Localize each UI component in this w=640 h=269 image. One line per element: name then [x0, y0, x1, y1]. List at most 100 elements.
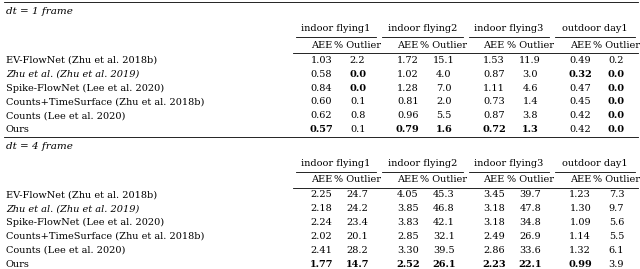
Text: 3.0: 3.0	[522, 70, 538, 79]
Text: 1.53: 1.53	[483, 56, 505, 65]
Text: AEE: AEE	[397, 41, 419, 50]
Text: 3.30: 3.30	[397, 246, 419, 255]
Text: 14.7: 14.7	[346, 260, 369, 269]
Text: 0.57: 0.57	[310, 125, 333, 134]
Text: 1.72: 1.72	[397, 56, 419, 65]
Text: 24.7: 24.7	[347, 190, 369, 199]
Text: AEE: AEE	[311, 175, 332, 184]
Text: 47.8: 47.8	[519, 204, 541, 213]
Text: 0.1: 0.1	[350, 125, 365, 134]
Text: 45.3: 45.3	[433, 190, 455, 199]
Text: 4.6: 4.6	[522, 84, 538, 93]
Text: 2.23: 2.23	[482, 260, 506, 269]
Text: 1.14: 1.14	[569, 232, 591, 241]
Text: 3.18: 3.18	[483, 218, 505, 227]
Text: 1.02: 1.02	[397, 70, 419, 79]
Text: 5.5: 5.5	[436, 111, 452, 121]
Text: 2.24: 2.24	[310, 218, 332, 227]
Text: AEE: AEE	[483, 41, 504, 50]
Text: indoor flying2: indoor flying2	[388, 24, 457, 33]
Text: AEE: AEE	[483, 175, 504, 184]
Text: indoor flying2: indoor flying2	[388, 159, 457, 168]
Text: 4.0: 4.0	[436, 70, 452, 79]
Text: 26.1: 26.1	[432, 260, 456, 269]
Text: 0.0: 0.0	[349, 84, 366, 93]
Text: 0.2: 0.2	[609, 56, 624, 65]
Text: % Outlier: % Outlier	[420, 175, 467, 184]
Text: Ours: Ours	[6, 125, 30, 134]
Text: 2.49: 2.49	[483, 232, 505, 241]
Text: 0.0: 0.0	[349, 70, 366, 79]
Text: Counts+TimeSurface (Zhu et al. 2018b): Counts+TimeSurface (Zhu et al. 2018b)	[6, 97, 204, 107]
Text: 1.11: 1.11	[483, 84, 505, 93]
Text: 0.81: 0.81	[397, 97, 419, 107]
Text: 42.1: 42.1	[433, 218, 455, 227]
Text: 0.49: 0.49	[570, 56, 591, 65]
Text: 11.9: 11.9	[519, 56, 541, 65]
Text: 32.1: 32.1	[433, 232, 455, 241]
Text: % Outlier: % Outlier	[334, 175, 381, 184]
Text: 1.30: 1.30	[570, 204, 591, 213]
Text: % Outlier: % Outlier	[593, 175, 640, 184]
Text: 7.3: 7.3	[609, 190, 624, 199]
Text: 0.99: 0.99	[568, 260, 592, 269]
Text: 3.8: 3.8	[522, 111, 538, 121]
Text: Counts (Lee et al. 2020): Counts (Lee et al. 2020)	[6, 246, 125, 255]
Text: 28.2: 28.2	[347, 246, 369, 255]
Text: 3.45: 3.45	[483, 190, 505, 199]
Text: 0.0: 0.0	[608, 84, 625, 93]
Text: 5.5: 5.5	[609, 232, 624, 241]
Text: 26.9: 26.9	[520, 232, 541, 241]
Text: outdoor day1: outdoor day1	[562, 159, 628, 168]
Text: 0.87: 0.87	[483, 70, 505, 79]
Text: Ours: Ours	[6, 260, 30, 269]
Text: 0.73: 0.73	[483, 97, 505, 107]
Text: 2.0: 2.0	[436, 97, 452, 107]
Text: EV-FlowNet (Zhu et al. 2018b): EV-FlowNet (Zhu et al. 2018b)	[6, 190, 157, 199]
Text: 0.8: 0.8	[350, 111, 365, 121]
Text: 0.0: 0.0	[608, 97, 625, 107]
Text: Zhu et al. (Zhu et al. 2019): Zhu et al. (Zhu et al. 2019)	[6, 70, 140, 79]
Text: 1.4: 1.4	[522, 97, 538, 107]
Text: indoor flying1: indoor flying1	[301, 24, 371, 33]
Text: 0.62: 0.62	[310, 111, 332, 121]
Text: Counts (Lee et al. 2020): Counts (Lee et al. 2020)	[6, 111, 125, 121]
Text: EV-FlowNet (Zhu et al. 2018b): EV-FlowNet (Zhu et al. 2018b)	[6, 56, 157, 65]
Text: 3.85: 3.85	[397, 204, 419, 213]
Text: 5.6: 5.6	[609, 218, 624, 227]
Text: 39.7: 39.7	[519, 190, 541, 199]
Text: 33.6: 33.6	[519, 246, 541, 255]
Text: 1.77: 1.77	[310, 260, 333, 269]
Text: 0.79: 0.79	[396, 125, 420, 134]
Text: Spike-FlowNet (Lee et al. 2020): Spike-FlowNet (Lee et al. 2020)	[6, 218, 164, 227]
Text: 46.8: 46.8	[433, 204, 455, 213]
Text: AEE: AEE	[570, 175, 591, 184]
Text: 2.02: 2.02	[310, 232, 332, 241]
Text: 3.83: 3.83	[397, 218, 419, 227]
Text: AEE: AEE	[397, 175, 419, 184]
Text: 2.18: 2.18	[310, 204, 332, 213]
Text: 0.72: 0.72	[482, 125, 506, 134]
Text: 7.0: 7.0	[436, 84, 452, 93]
Text: 0.0: 0.0	[608, 125, 625, 134]
Text: 1.32: 1.32	[569, 246, 591, 255]
Text: 0.45: 0.45	[570, 97, 591, 107]
Text: 0.84: 0.84	[310, 84, 332, 93]
Text: 0.87: 0.87	[483, 111, 505, 121]
Text: 0.58: 0.58	[310, 70, 332, 79]
Text: 1.3: 1.3	[522, 125, 539, 134]
Text: Counts+TimeSurface (Zhu et al. 2018b): Counts+TimeSurface (Zhu et al. 2018b)	[6, 232, 204, 241]
Text: 6.1: 6.1	[609, 246, 624, 255]
Text: indoor flying3: indoor flying3	[474, 24, 543, 33]
Text: 3.18: 3.18	[483, 204, 505, 213]
Text: 2.25: 2.25	[310, 190, 332, 199]
Text: 39.5: 39.5	[433, 246, 455, 255]
Text: 0.47: 0.47	[570, 84, 591, 93]
Text: 1.6: 1.6	[436, 125, 452, 134]
Text: indoor flying3: indoor flying3	[474, 159, 543, 168]
Text: indoor flying1: indoor flying1	[301, 159, 371, 168]
Text: 1.09: 1.09	[570, 218, 591, 227]
Text: 34.8: 34.8	[519, 218, 541, 227]
Text: 2.85: 2.85	[397, 232, 419, 241]
Text: AEE: AEE	[311, 41, 332, 50]
